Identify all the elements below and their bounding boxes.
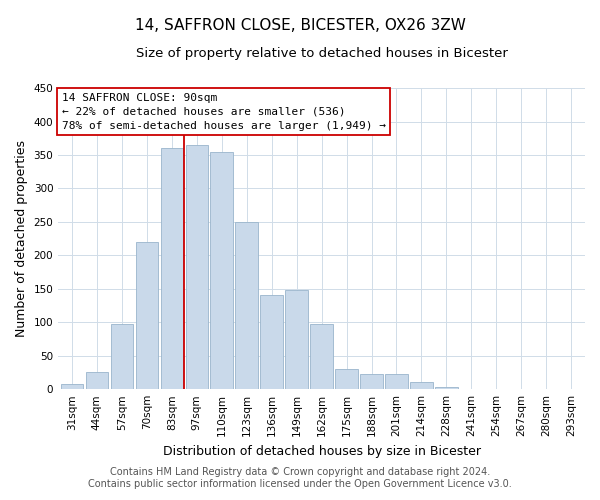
X-axis label: Distribution of detached houses by size in Bicester: Distribution of detached houses by size … bbox=[163, 444, 481, 458]
Bar bbox=[360, 374, 383, 389]
Bar bbox=[211, 152, 233, 389]
Bar bbox=[385, 374, 408, 389]
Bar bbox=[185, 145, 208, 389]
Bar bbox=[335, 369, 358, 389]
Bar bbox=[410, 382, 433, 389]
Text: 14, SAFFRON CLOSE, BICESTER, OX26 3ZW: 14, SAFFRON CLOSE, BICESTER, OX26 3ZW bbox=[134, 18, 466, 32]
Bar bbox=[61, 384, 83, 389]
Bar bbox=[435, 387, 458, 389]
Bar bbox=[161, 148, 183, 389]
Bar bbox=[235, 222, 258, 389]
Text: Contains HM Land Registry data © Crown copyright and database right 2024.
Contai: Contains HM Land Registry data © Crown c… bbox=[88, 468, 512, 489]
Bar bbox=[310, 324, 333, 389]
Bar bbox=[286, 290, 308, 389]
Text: 14 SAFFRON CLOSE: 90sqm
← 22% of detached houses are smaller (536)
78% of semi-d: 14 SAFFRON CLOSE: 90sqm ← 22% of detache… bbox=[62, 92, 386, 130]
Y-axis label: Number of detached properties: Number of detached properties bbox=[15, 140, 28, 337]
Bar bbox=[86, 372, 108, 389]
Bar bbox=[110, 324, 133, 389]
Bar bbox=[136, 242, 158, 389]
Title: Size of property relative to detached houses in Bicester: Size of property relative to detached ho… bbox=[136, 48, 508, 60]
Bar bbox=[260, 296, 283, 389]
